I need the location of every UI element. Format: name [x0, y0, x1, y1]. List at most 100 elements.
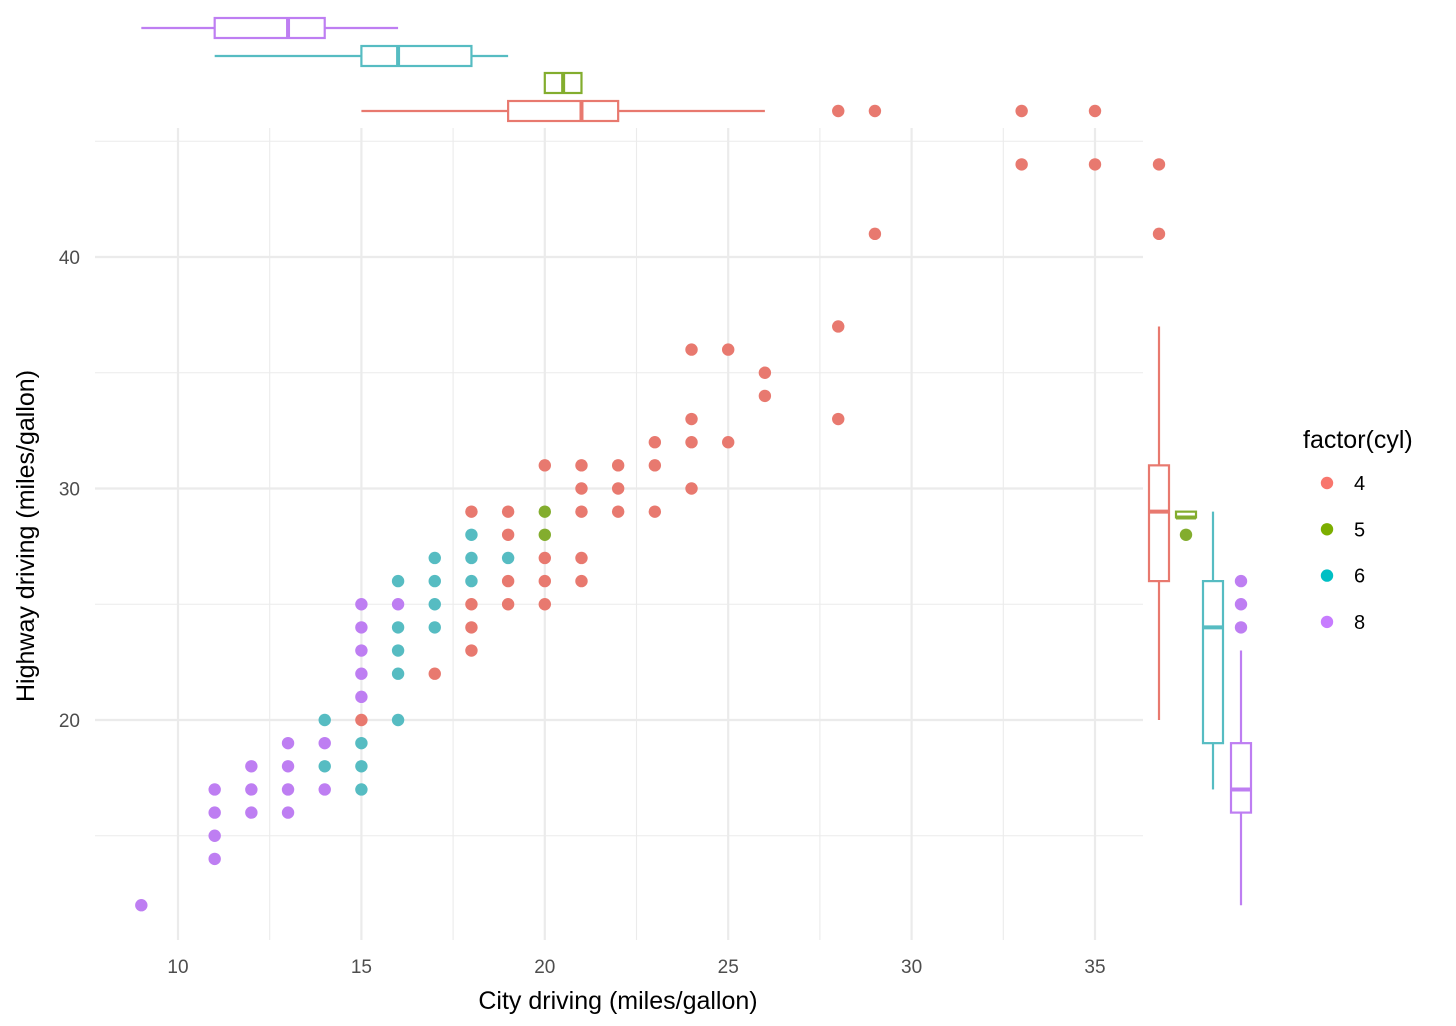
point-cyl-4: [428, 667, 441, 680]
legend-key: [1320, 569, 1334, 582]
outlier-point: [1152, 227, 1166, 241]
legend-label: 4: [1354, 473, 1365, 495]
point-cyl-8: [245, 783, 258, 796]
point-cyl-4: [648, 436, 662, 449]
box: [360, 44, 473, 68]
point-cyl-8: [281, 760, 295, 773]
point-cyl-6: [501, 551, 515, 565]
box: [1201, 579, 1225, 745]
point-cyl-8: [245, 760, 258, 773]
y-boxplot-cyl-5: [1174, 510, 1198, 541]
outlier-point: [832, 104, 845, 118]
point-cyl-8: [318, 783, 331, 796]
box: [213, 16, 326, 40]
point-cyl-4: [722, 436, 735, 449]
y-boxplot-cyl-6: [1201, 511, 1225, 790]
point-cyl-4: [685, 436, 698, 449]
point-cyl-4: [1015, 158, 1028, 171]
y-boxplot-cyl-4: [1147, 158, 1171, 720]
x-tick-label: 30: [901, 957, 922, 978]
point-cyl-6: [355, 783, 368, 796]
point-cyl-6: [355, 736, 368, 750]
point-cyl-8: [391, 598, 405, 611]
point-cyl-8: [281, 736, 295, 750]
point-cyl-6: [465, 574, 478, 588]
y-tick-label: 20: [59, 711, 80, 732]
legend: factor(cyl) 4 5 6 8: [1303, 426, 1413, 634]
legend-label: 8: [1354, 612, 1365, 634]
legend-item-8: 8: [1320, 612, 1365, 634]
point-cyl-4: [575, 459, 588, 472]
grid: [95, 128, 1143, 940]
x-tick-label: 20: [534, 957, 555, 978]
legend-key: [1320, 523, 1334, 536]
x-tick-label: 35: [1084, 957, 1105, 978]
outlier-point: [1179, 528, 1193, 541]
y-tick-label: 30: [59, 480, 80, 501]
point-cyl-6: [391, 713, 405, 727]
point-cyl-4: [611, 505, 625, 518]
point-cyl-4: [465, 505, 478, 518]
point-cyl-4: [685, 343, 698, 356]
point-cyl-8: [208, 806, 221, 819]
point-cyl-4: [355, 713, 368, 727]
point-cyl-4: [465, 598, 478, 611]
point-cyl-4: [685, 412, 698, 426]
box: [1229, 742, 1253, 814]
box: [1147, 464, 1171, 583]
y-tick-labels: 20 30 40: [59, 248, 80, 732]
point-cyl-4: [538, 459, 551, 472]
legend-item-4: 4: [1320, 473, 1365, 495]
point-cyl-8: [208, 852, 221, 866]
point-cyl-4: [575, 505, 588, 518]
marginal-y-boxplots: [1147, 158, 1253, 906]
point-cyl-4: [758, 366, 772, 379]
outlier-point: [1015, 104, 1028, 118]
x-tick-label: 10: [167, 957, 188, 978]
point-cyl-6: [318, 760, 331, 773]
point-cyl-5: [538, 505, 551, 518]
point-cyl-8: [208, 829, 221, 842]
x-tick-label: 15: [351, 957, 372, 978]
point-cyl-5: [538, 528, 551, 541]
point-cyl-6: [428, 551, 441, 565]
point-cyl-4: [648, 459, 662, 472]
scatter-points: [135, 158, 1102, 912]
point-cyl-6: [465, 551, 478, 565]
point-cyl-6: [391, 667, 405, 680]
point-cyl-4: [538, 551, 551, 565]
y-axis-title: Highway driving (miles/gallon): [12, 370, 40, 702]
point-cyl-4: [575, 551, 588, 565]
box: [507, 99, 620, 123]
point-cyl-6: [318, 713, 331, 727]
point-cyl-4: [501, 505, 515, 518]
point-cyl-6: [355, 760, 368, 773]
x-tick-label: 25: [718, 957, 739, 978]
legend-title: factor(cyl): [1303, 426, 1413, 454]
outlier-point: [1234, 621, 1248, 634]
legend-item-5: 5: [1320, 519, 1365, 541]
point-cyl-4: [501, 574, 515, 588]
x-boxplot-cyl-5: [543, 71, 583, 95]
outlier-point: [1088, 104, 1102, 118]
point-cyl-8: [208, 783, 221, 796]
legend-item-6: 6: [1320, 566, 1365, 588]
y-tick-label: 40: [59, 248, 80, 269]
x-boxplot-cyl-4: [361, 99, 1102, 123]
point-cyl-8: [355, 644, 368, 657]
point-cyl-8: [318, 736, 331, 750]
point-cyl-8: [281, 783, 295, 796]
outlier-point: [1152, 158, 1166, 171]
point-cyl-4: [832, 320, 845, 333]
point-cyl-4: [722, 343, 735, 356]
point-cyl-6: [428, 621, 441, 634]
point-cyl-4: [1088, 158, 1102, 171]
point-cyl-8: [355, 598, 368, 611]
point-cyl-4: [501, 598, 515, 611]
legend-label: 5: [1354, 519, 1365, 541]
point-cyl-4: [685, 482, 698, 495]
outlier-point: [1234, 598, 1248, 611]
point-cyl-8: [355, 690, 368, 704]
point-cyl-6: [465, 528, 478, 541]
